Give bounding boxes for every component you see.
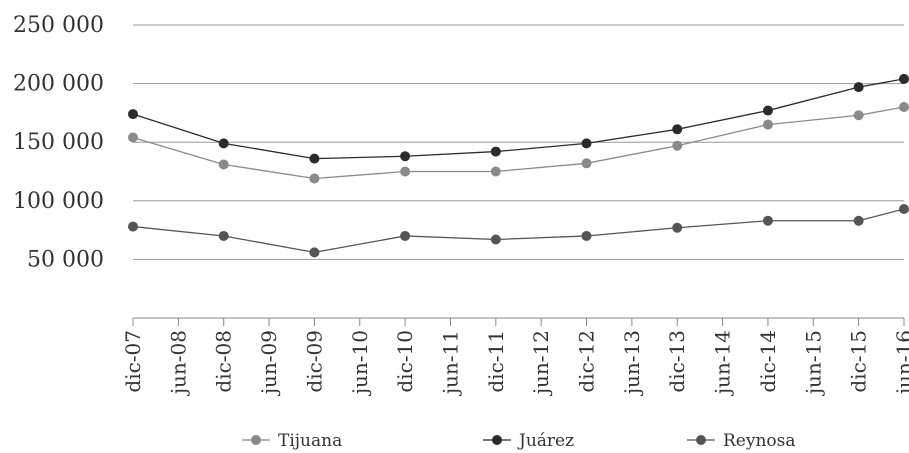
legend-marker <box>251 435 261 445</box>
x-tick-label: dic-15 <box>847 330 871 393</box>
series-juárez <box>128 73 909 164</box>
data-point <box>899 73 909 84</box>
data-point <box>899 204 909 215</box>
y-tick-label: 150 000 <box>13 130 104 155</box>
x-tick-label: dic-11 <box>484 330 508 393</box>
data-point <box>309 247 320 258</box>
data-point <box>218 159 229 170</box>
legend-item: Tijuana <box>242 431 342 451</box>
x-axis: dic-07 jun-08 dic-08 jun-09 dic-09 jun-10 dic-… <box>121 317 909 396</box>
data-point <box>672 140 683 151</box>
data-point <box>400 166 411 177</box>
legend-marker <box>696 435 706 445</box>
y-axis: 50 000 100 000 150 000 200 000 250 000 <box>13 13 104 272</box>
legend-label: Juárez <box>517 431 574 451</box>
series-line <box>132 78 905 160</box>
data-point <box>128 132 138 143</box>
series-reynosa <box>128 204 909 258</box>
data-point <box>672 124 683 135</box>
x-tick-label: jun-13 <box>620 330 644 396</box>
data-point <box>762 119 773 130</box>
legend-label: Tijuana <box>278 431 342 451</box>
x-tick-label: dic-13 <box>665 330 689 393</box>
gridlines <box>133 24 904 260</box>
x-tick-label: jun-14 <box>711 330 735 396</box>
y-tick-label: 100 000 <box>13 189 104 214</box>
x-tick-label: dic-12 <box>575 330 599 393</box>
data-point <box>581 230 592 241</box>
x-tick-label: dic-14 <box>756 330 780 393</box>
data-point <box>490 146 501 157</box>
data-point <box>128 109 138 120</box>
x-tick-label: dic-07 <box>121 330 145 393</box>
legend-marker <box>492 435 502 445</box>
data-point <box>762 105 773 116</box>
x-tick-label: dic-09 <box>302 330 326 393</box>
x-tick-label: dic-08 <box>212 330 236 393</box>
data-point <box>899 102 909 113</box>
x-tick-label: jun-15 <box>801 330 825 396</box>
data-point <box>762 215 773 226</box>
legend: Tijuana Juárez Reynosa <box>242 431 796 451</box>
x-tick-label: jun-11 <box>438 330 462 396</box>
data-point <box>400 151 411 162</box>
y-tick-label: 200 000 <box>13 72 104 97</box>
series-line <box>132 106 905 180</box>
legend-item: Reynosa <box>687 431 796 451</box>
data-point <box>853 110 864 121</box>
data-point <box>218 230 229 241</box>
data-point <box>309 173 320 184</box>
data-point <box>490 166 501 177</box>
data-point <box>128 221 138 232</box>
data-point <box>490 234 501 245</box>
x-tick-label: dic-10 <box>393 330 417 393</box>
x-tick-label: jun-16 <box>892 330 909 396</box>
y-tick-label: 50 000 <box>27 247 104 272</box>
x-tick-label: jun-09 <box>257 330 281 396</box>
data-point <box>853 82 864 93</box>
x-tick-label: jun-08 <box>166 330 190 396</box>
data-point <box>218 138 229 149</box>
data-point <box>672 222 683 233</box>
y-tick-label: 250 000 <box>13 13 104 38</box>
data-point <box>400 230 411 241</box>
series-line <box>132 208 905 254</box>
x-tick-label: jun-10 <box>348 330 372 396</box>
legend-item: Juárez <box>483 431 574 451</box>
legend-label: Reynosa <box>723 431 796 451</box>
data-point <box>581 138 592 149</box>
data-point <box>581 158 592 169</box>
series-lines <box>128 73 909 258</box>
series-tijuana <box>128 102 909 184</box>
data-point <box>309 153 320 164</box>
data-point <box>853 215 864 226</box>
x-tick-label: jun-12 <box>529 330 553 396</box>
